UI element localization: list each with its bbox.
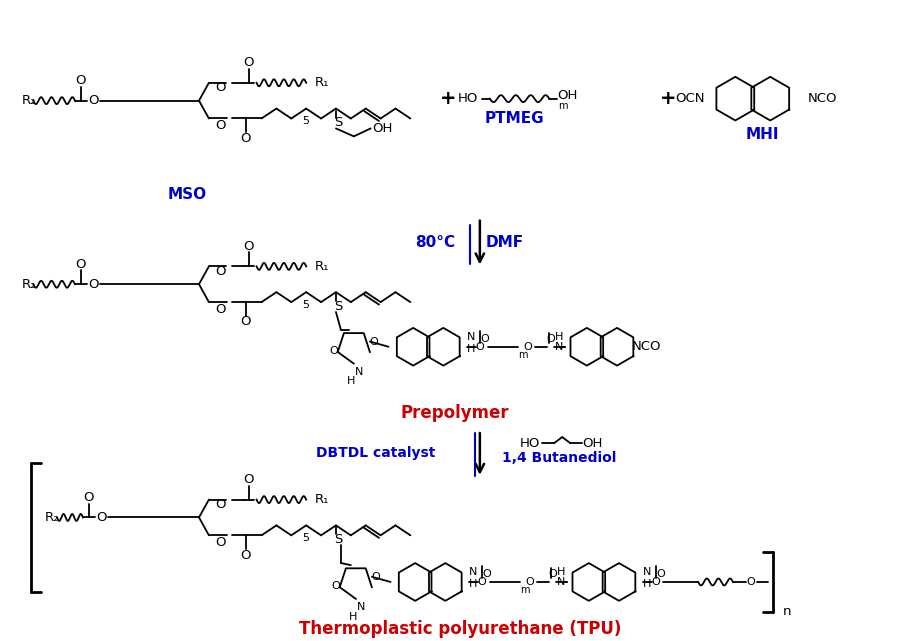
Text: PTMEG: PTMEG [484, 111, 544, 126]
Text: N: N [469, 567, 477, 577]
Text: O: O [481, 334, 489, 344]
Text: S: S [333, 116, 342, 129]
Text: 1,4 Butanediol: 1,4 Butanediol [502, 451, 616, 465]
Text: O: O [746, 577, 755, 587]
Text: OCN: OCN [675, 92, 705, 105]
Text: O: O [76, 258, 87, 271]
Text: N: N [355, 367, 363, 376]
Text: O: O [216, 119, 226, 132]
Text: m: m [518, 350, 528, 360]
Text: O: O [369, 337, 378, 347]
Text: HO: HO [458, 92, 478, 105]
Text: H: H [555, 332, 564, 342]
Text: O: O [97, 511, 107, 524]
Text: O: O [477, 577, 486, 587]
Text: O: O [243, 473, 254, 487]
Text: O: O [84, 491, 94, 504]
Text: O: O [523, 342, 531, 352]
Text: R₁: R₁ [315, 76, 330, 89]
Text: S: S [333, 299, 342, 313]
Text: NCO: NCO [632, 340, 661, 353]
Text: H: H [469, 579, 477, 589]
Text: 5: 5 [303, 300, 309, 310]
Text: 5: 5 [303, 533, 309, 544]
Text: N: N [356, 602, 365, 612]
Text: N: N [467, 332, 475, 342]
Text: N: N [555, 342, 564, 352]
Text: O: O [240, 315, 251, 328]
Text: R₁: R₁ [315, 493, 330, 506]
Text: H: H [346, 376, 355, 387]
Text: OH: OH [557, 89, 577, 102]
Text: O: O [332, 581, 341, 591]
Text: 80°C: 80°C [415, 235, 455, 250]
Text: OH: OH [372, 122, 392, 135]
Text: O: O [76, 74, 87, 87]
Text: O: O [216, 498, 226, 511]
Text: O: O [656, 569, 665, 579]
Text: O: O [243, 56, 254, 69]
Text: O: O [371, 572, 380, 582]
Text: n: n [783, 605, 791, 618]
Text: H: H [467, 344, 475, 354]
Text: DBTDL catalyst: DBTDL catalyst [316, 446, 436, 460]
Text: MSO: MSO [168, 187, 206, 203]
Text: O: O [548, 569, 556, 579]
Text: m: m [558, 101, 568, 111]
Text: S: S [333, 533, 342, 545]
Text: N: N [557, 577, 565, 587]
Text: 5: 5 [303, 117, 309, 126]
Text: H: H [557, 567, 565, 577]
Text: O: O [483, 569, 491, 579]
Text: DMF: DMF [485, 235, 524, 250]
Text: O: O [240, 549, 251, 562]
Text: R₁: R₁ [315, 260, 330, 273]
Text: R₂: R₂ [21, 94, 36, 107]
Text: O: O [546, 334, 554, 344]
Text: Thermoplastic polyurethane (TPU): Thermoplastic polyurethane (TPU) [298, 620, 621, 638]
Text: O: O [216, 303, 226, 315]
Text: +: + [660, 89, 677, 108]
Text: R₂: R₂ [21, 278, 36, 291]
Text: Prepolymer: Prepolymer [401, 404, 509, 422]
Text: OH: OH [582, 437, 602, 449]
Text: H: H [642, 579, 651, 589]
Text: O: O [525, 577, 534, 587]
Text: MHI: MHI [746, 127, 779, 142]
Text: O: O [475, 342, 484, 352]
Text: N: N [642, 567, 651, 577]
Text: O: O [216, 536, 226, 549]
Text: O: O [88, 278, 99, 291]
Text: NCO: NCO [808, 92, 837, 105]
Text: R₂: R₂ [45, 511, 60, 524]
Text: O: O [216, 265, 226, 278]
Text: +: + [440, 89, 456, 108]
Text: O: O [330, 345, 338, 356]
Text: m: m [519, 585, 530, 595]
Text: O: O [243, 240, 254, 253]
Text: O: O [651, 577, 659, 587]
Text: O: O [88, 94, 99, 107]
Text: HO: HO [519, 437, 540, 449]
Text: O: O [240, 132, 251, 145]
Text: O: O [216, 81, 226, 94]
Text: H: H [349, 612, 357, 622]
